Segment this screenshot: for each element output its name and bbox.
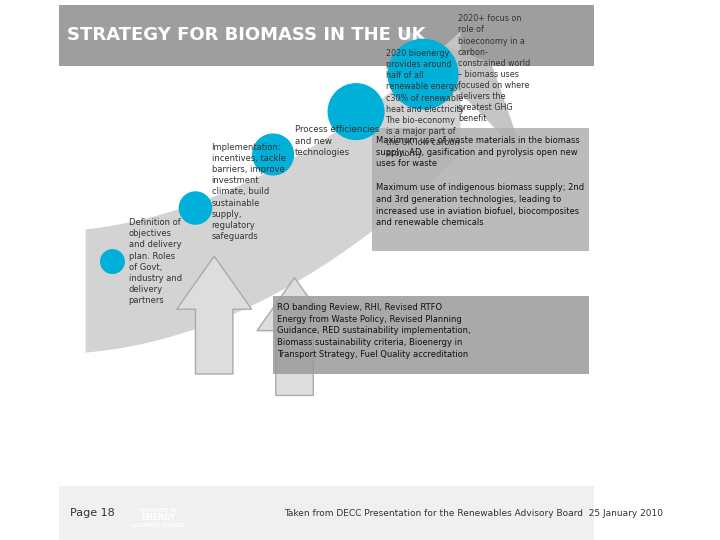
Circle shape [253,134,294,175]
Text: Process efficiencies
and new
technologies: Process efficiencies and new technologie… [294,125,379,157]
Circle shape [388,39,458,109]
Text: RO banding Review, RHI, Revised RTFO
Energy from Waste Policy, Revised Planning
: RO banding Review, RHI, Revised RTFO Ene… [277,303,471,359]
Circle shape [179,192,212,224]
Polygon shape [176,256,252,374]
Text: Taken from DECC Presentation for the Renewables Advisory Board  25 January 2010: Taken from DECC Presentation for the Ren… [284,509,663,518]
FancyBboxPatch shape [59,487,594,540]
Text: INSTITUTE OF: INSTITUTE OF [139,508,178,512]
Text: Definition of
objectives
and delivery
plan. Roles
of Govt,
industry and
delivery: Definition of objectives and delivery pl… [128,218,181,305]
Text: &CLIMATE CHANGE: &CLIMATE CHANGE [132,523,185,528]
Polygon shape [396,26,525,159]
FancyBboxPatch shape [372,127,589,251]
Text: Page 18: Page 18 [70,508,114,518]
Text: ENERGY: ENERGY [141,513,176,522]
Text: Implementation:
incentives, tackle
barriers, improve
investment
climate, build
s: Implementation: incentives, tackle barri… [212,143,286,241]
Circle shape [101,250,125,273]
Circle shape [328,84,384,139]
Polygon shape [257,278,332,395]
Text: 2020+ focus on
role of
bioeconomy in a
carbon-
constrained world
– biomass uses
: 2020+ focus on role of bioeconomy in a c… [458,15,530,123]
Text: 2020 bioenergy
provides around
half of all
renewable energy,
c30% of renewable
h: 2020 bioenergy provides around half of a… [385,49,464,158]
Polygon shape [86,31,461,353]
FancyBboxPatch shape [59,4,594,66]
Text: STRATEGY FOR BIOMASS IN THE UK: STRATEGY FOR BIOMASS IN THE UK [67,26,426,44]
FancyBboxPatch shape [273,296,589,374]
Text: Maximum use of waste materials in the biomass
supply; AD, gasification and pyrol: Maximum use of waste materials in the bi… [377,136,585,227]
